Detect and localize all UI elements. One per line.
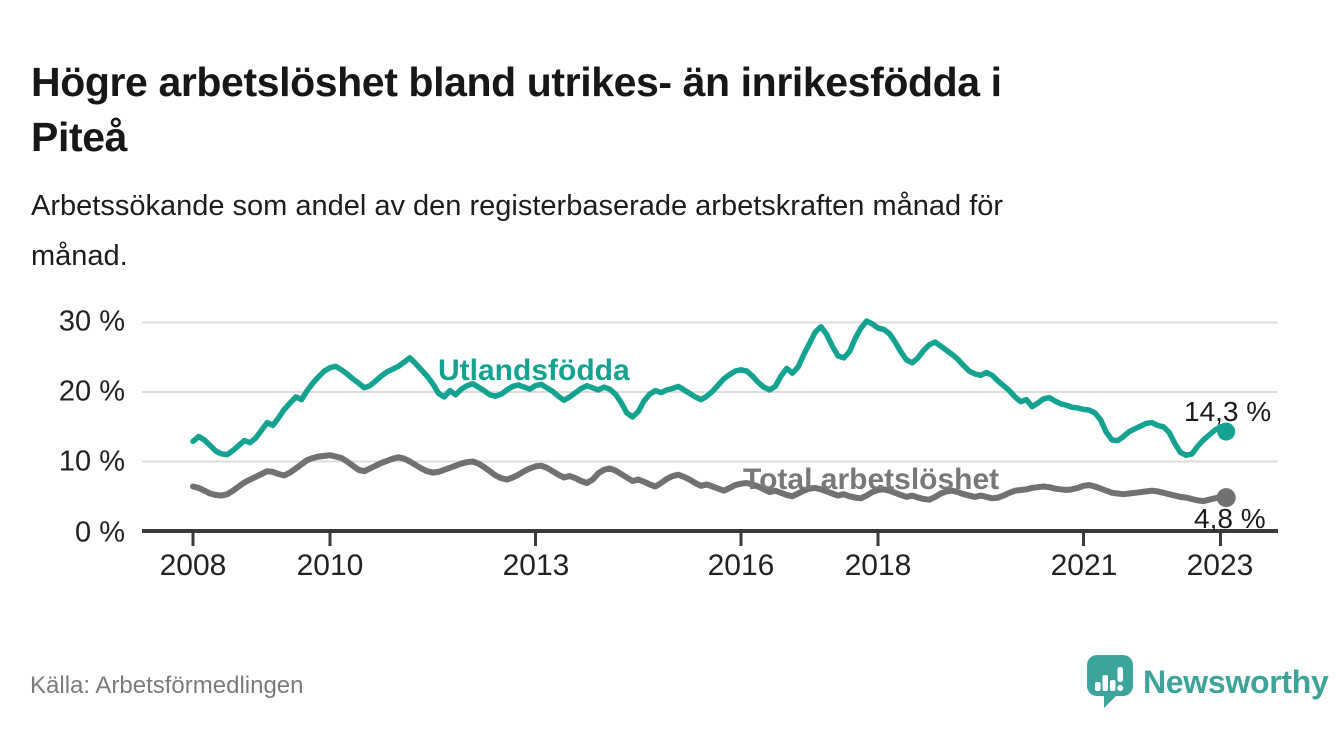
logo-bar-3 xyxy=(1110,680,1116,691)
y-axis-label-20: 20 % xyxy=(58,375,125,408)
chart-subtitle: Arbetssökande som andel av den registerb… xyxy=(31,181,1311,281)
logo-bar-2 xyxy=(1102,675,1108,691)
chart-subtitle-line2: månad. xyxy=(31,240,128,272)
logo-exclamation-dot xyxy=(1117,685,1124,691)
total-series-label: Total arbetslöshet xyxy=(743,463,1000,496)
x-axis-label-2018: 2018 xyxy=(844,549,912,582)
y-axis-label-0: 0 % xyxy=(75,516,125,549)
utlandsfodda-series-label: Utlandsfödda xyxy=(438,354,630,387)
logo-exclamation-bar xyxy=(1117,667,1123,682)
page-title: Högre arbetslöshet bland utrikes- än inr… xyxy=(31,55,1311,165)
chart-subtitle-line1: Arbetssökande som andel av den registerb… xyxy=(31,190,1004,222)
y-axis-label-10: 10 % xyxy=(58,445,125,478)
total-value-label: 4,8 % xyxy=(1194,503,1266,534)
newsworthy-logo-icon xyxy=(1087,655,1133,708)
x-axis-label-2013: 2013 xyxy=(502,549,570,582)
logo-bar-1 xyxy=(1095,682,1101,691)
newsworthy-logo[interactable]: Newsworthy xyxy=(1087,655,1329,709)
y-axis-label-30: 30 % xyxy=(58,305,125,338)
speech-bubble-shape xyxy=(1087,655,1133,708)
utlandsfodda-value-label: 14,3 % xyxy=(1184,396,1272,427)
page-title-line2: Piteå xyxy=(31,114,127,161)
x-axis-label-2023: 2023 xyxy=(1186,549,1254,582)
total-end-dot xyxy=(1216,488,1236,508)
source-note: Källa: Arbetsförmedlingen xyxy=(30,672,304,699)
total-line xyxy=(190,452,1230,505)
utlandsfodda-end-dot xyxy=(1217,422,1236,441)
x-axis-label-2021: 2021 xyxy=(1050,549,1118,582)
x-axis-label-2016: 2016 xyxy=(707,549,775,582)
newsworthy-logo-text: Newsworthy xyxy=(1143,663,1329,700)
utlandsfodda-line xyxy=(190,318,1229,458)
x-axis-label-2008: 2008 xyxy=(159,549,227,582)
x-axis-label-2010: 2010 xyxy=(296,549,364,582)
page-title-line1: Högre arbetslöshet bland utrikes- än inr… xyxy=(31,59,1002,106)
